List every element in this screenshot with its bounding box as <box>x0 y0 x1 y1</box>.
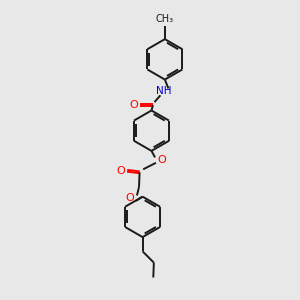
Text: O: O <box>125 194 134 203</box>
Text: O: O <box>116 166 125 176</box>
Text: O: O <box>129 100 138 110</box>
Text: NH: NH <box>156 86 171 96</box>
Text: CH₃: CH₃ <box>156 14 174 24</box>
Text: O: O <box>158 155 166 165</box>
